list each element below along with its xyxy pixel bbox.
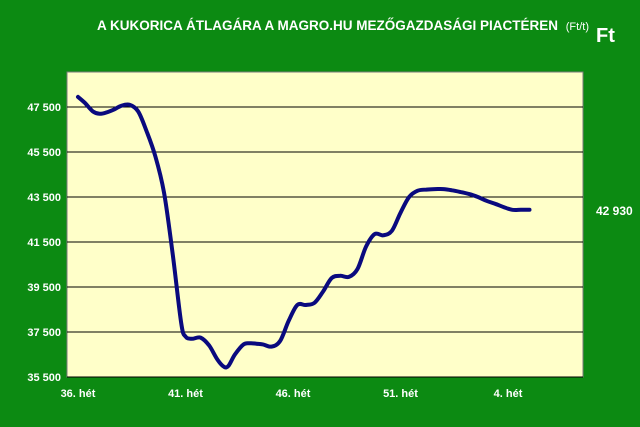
chart-title: A KUKORICA ÁTLAGÁRA A MAGRO.HU MEZŐGAZDA… xyxy=(97,18,589,33)
y-tick-label: 37 500 xyxy=(27,327,61,339)
chart-title-unit: (Ft/t) xyxy=(566,21,589,33)
x-tick-label: 4. hét xyxy=(494,388,523,400)
x-tick-label: 41. hét xyxy=(168,388,203,400)
x-axis: 36. hét 41. hét 46. hét 51. hét 4. hét xyxy=(61,388,523,400)
x-tick-label: 36. hét xyxy=(61,388,96,400)
x-tick-label: 51. hét xyxy=(383,388,418,400)
y-tick-label: 47 500 xyxy=(27,102,61,114)
y-tick-label: 39 500 xyxy=(27,282,61,294)
price-series-line xyxy=(76,94,532,370)
end-value-label: 42 930 xyxy=(596,204,633,218)
y-tick-label: 45 500 xyxy=(27,147,61,159)
y-tick-label: 35 500 xyxy=(27,372,61,384)
series-group xyxy=(76,94,532,370)
y-axis: 35 500 37 500 39 500 41 500 43 500 45 500 47 5… xyxy=(27,102,61,384)
chart-title-text: A KUKORICA ÁTLAGÁRA A MAGRO.HU MEZŐGAZDA… xyxy=(97,18,558,33)
x-tick-label: 46. hét xyxy=(276,388,311,400)
y-tick-label: 43 500 xyxy=(27,192,61,204)
plot-area xyxy=(66,71,584,378)
unit-label: Ft xyxy=(596,25,615,47)
y-tick-label: 41 500 xyxy=(27,237,61,249)
